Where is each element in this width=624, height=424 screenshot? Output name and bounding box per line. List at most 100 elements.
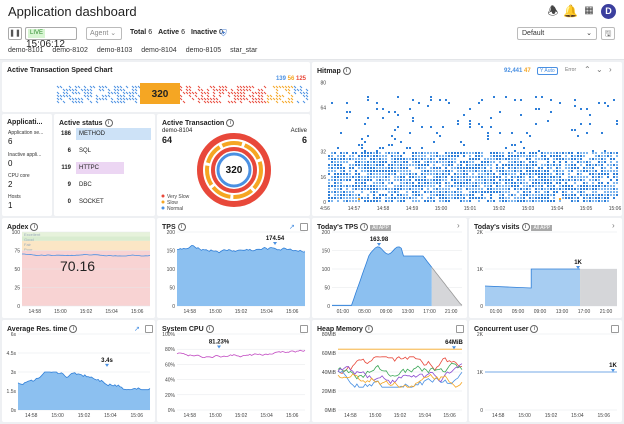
info-icon[interactable]: i (360, 223, 369, 231)
speed-dot (302, 91, 306, 95)
hit-cell (499, 155, 501, 157)
hit-cell (460, 164, 462, 166)
line-chart-icon[interactable]: ↗ (134, 326, 140, 333)
hit-cell (415, 164, 417, 166)
image-icon[interactable] (300, 325, 308, 333)
hit-cell (376, 176, 378, 178)
bell-icon[interactable]: 🔔 (563, 4, 578, 18)
hit-cell (586, 200, 588, 202)
pause-button[interactable]: ❚❚ (8, 27, 22, 40)
hit-cell (433, 179, 435, 181)
speed-dot (194, 91, 198, 95)
hit-cell (436, 176, 438, 178)
image-icon[interactable] (145, 325, 153, 333)
x-tick-label: 15:04 (260, 413, 273, 419)
hit-cell (361, 138, 363, 140)
agent-item[interactable]: demo-8104 (141, 47, 177, 54)
hit-cell (391, 173, 393, 175)
info-icon[interactable]: i (530, 325, 539, 333)
hit-cell (397, 167, 399, 169)
image-icon[interactable] (300, 223, 308, 231)
hit-cell (334, 191, 336, 193)
info-icon[interactable]: i (69, 325, 78, 333)
peak-label: 81.23% (209, 339, 230, 345)
info-icon[interactable]: i (342, 67, 351, 75)
error-toggle[interactable]: Error (565, 67, 577, 73)
hit-cell (592, 185, 594, 187)
hit-cell (538, 194, 540, 196)
hit-cell (589, 158, 591, 160)
hit-cell (520, 176, 522, 178)
y-auto-button[interactable]: Y Auto (537, 67, 558, 75)
hit-cell (523, 182, 525, 184)
image-icon[interactable] (611, 325, 619, 333)
speed-dot (86, 91, 90, 95)
info-icon[interactable]: i (226, 119, 235, 127)
hit-cell (448, 155, 450, 157)
image-icon[interactable] (456, 325, 464, 333)
chevron-right-icon[interactable]: › (609, 65, 612, 74)
info-icon[interactable]: i (364, 325, 373, 333)
speed-dot (119, 94, 123, 98)
hit-cell (448, 173, 450, 175)
hit-cell (406, 158, 408, 160)
hit-cell (589, 164, 591, 166)
x-tick-label: 14:58 (29, 309, 42, 315)
hit-cell (571, 158, 573, 160)
hit-cell (559, 173, 561, 175)
chevron-down-icon[interactable]: ⌄ (596, 65, 603, 74)
live-clock[interactable]: LIVE15:06:12 (25, 27, 77, 50)
hit-cell (526, 185, 528, 187)
speed-dot (275, 91, 279, 95)
info-icon[interactable]: i (521, 223, 530, 231)
tps-panel: TPS i ↗ 200 150 100 50 0 14:58 15:00 15:02 15:04 1… (157, 218, 310, 318)
chevron-right-icon[interactable]: › (457, 221, 460, 230)
hit-cell (487, 185, 489, 187)
system-cpu-title: System CPU i (162, 325, 214, 333)
hit-cell (400, 194, 402, 196)
agent-select[interactable]: Agent ⌄ (86, 27, 122, 40)
hit-cell (352, 176, 354, 178)
megaphone-icon[interactable]: 🕭 (547, 4, 559, 18)
speed-dot (284, 88, 288, 92)
peak-label: 163.98 (370, 237, 389, 243)
agent-item[interactable]: demo-8102 (52, 47, 88, 54)
x-tick-label: 15:02 (545, 413, 558, 419)
agent-item[interactable]: demo-8101 (8, 47, 44, 54)
info-icon[interactable]: i (205, 325, 214, 333)
info-icon[interactable]: i (177, 223, 186, 231)
hit-cell (556, 188, 558, 190)
preset-select[interactable]: Default ⌄ (517, 27, 597, 40)
info-icon[interactable]: i (30, 223, 39, 231)
chevron-right-icon[interactable]: › (612, 221, 615, 230)
hit-cell (604, 167, 606, 169)
hit-cell (361, 185, 363, 187)
peak-label: 64MiB (445, 340, 463, 346)
agent-item[interactable]: star_star (230, 47, 258, 54)
hit-cell (460, 179, 462, 181)
shield-icon[interactable]: ⛨ (220, 28, 227, 38)
hit-cell (481, 99, 483, 101)
hit-cell (379, 200, 381, 202)
system-cpu-panel: System CPU i 100% 80% 60% 40% 20% 0% 14:58 15:00… (157, 320, 310, 422)
hit-cell (400, 197, 402, 199)
all-app-tag[interactable]: All APP (370, 224, 391, 231)
legend-slow-dot (161, 200, 165, 204)
line-chart-icon[interactable]: ↗ (289, 224, 295, 231)
hit-cell (403, 158, 405, 160)
save-icon[interactable]: 🖫 (601, 27, 615, 40)
hit-cell (394, 197, 396, 199)
speed-dot (284, 100, 288, 104)
chevron-up-icon[interactable]: ⌃ (584, 65, 591, 74)
hit-cell (439, 155, 441, 157)
calendar-icon[interactable]: ▦ (584, 5, 594, 16)
info-icon[interactable]: i (104, 119, 113, 127)
hit-cell (526, 158, 528, 160)
agent-item[interactable]: demo-8105 (185, 47, 222, 54)
hit-cell (445, 158, 447, 160)
agent-item[interactable]: demo-8103 (96, 47, 133, 54)
inactive-app-value: 0 (8, 159, 13, 168)
avatar[interactable]: D (601, 4, 616, 19)
hit-cell (505, 173, 507, 175)
all-app-tag[interactable]: All APP (531, 224, 553, 231)
